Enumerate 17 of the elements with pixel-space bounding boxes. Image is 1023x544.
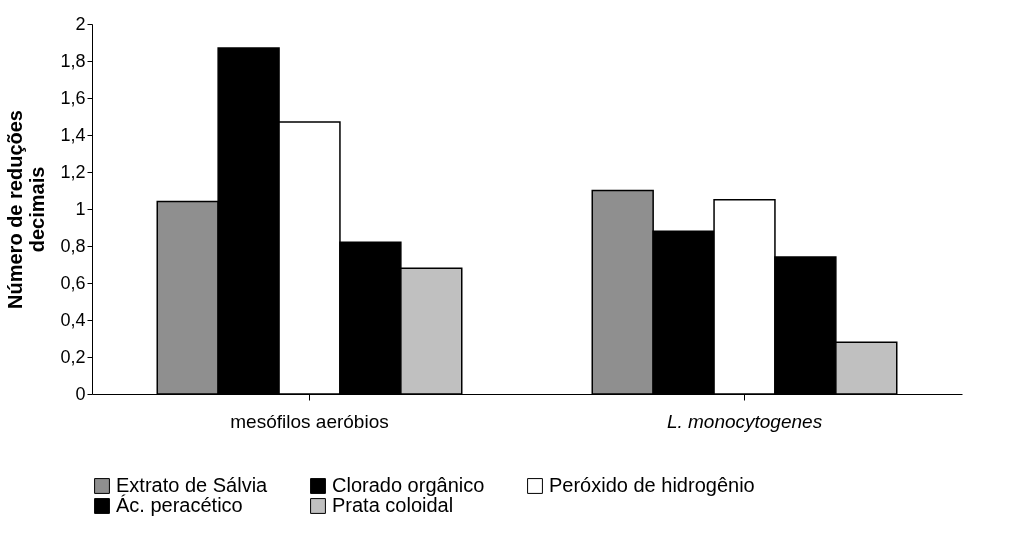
y-tick-label: 1 [75, 198, 86, 219]
y-tick-label: 0 [75, 383, 86, 404]
y-tick-label: 0,6 [60, 272, 86, 293]
y-tick-label: 1,2 [60, 161, 86, 182]
y-tick-label: 0,2 [60, 346, 86, 367]
y-axis-title: Número de reduções decimais [4, 110, 49, 309]
legend-label: Ác. peracético [116, 494, 243, 516]
y-tick-label: 1,6 [60, 87, 86, 108]
y-tick-label: 0,4 [60, 309, 86, 330]
x-tick-label: mesófilos aeróbios [230, 410, 389, 432]
y-tick-label: 1,4 [60, 124, 86, 145]
legend-label: Peróxido de hidrogênio [549, 474, 755, 496]
y-tick-label: 1,8 [60, 50, 86, 71]
y-tick-label: 0,8 [60, 235, 86, 256]
legend-label: Clorado orgânico [332, 474, 485, 496]
y-tick-label: 2 [75, 13, 86, 34]
x-tick-label: L. monocytogenes [666, 410, 823, 432]
